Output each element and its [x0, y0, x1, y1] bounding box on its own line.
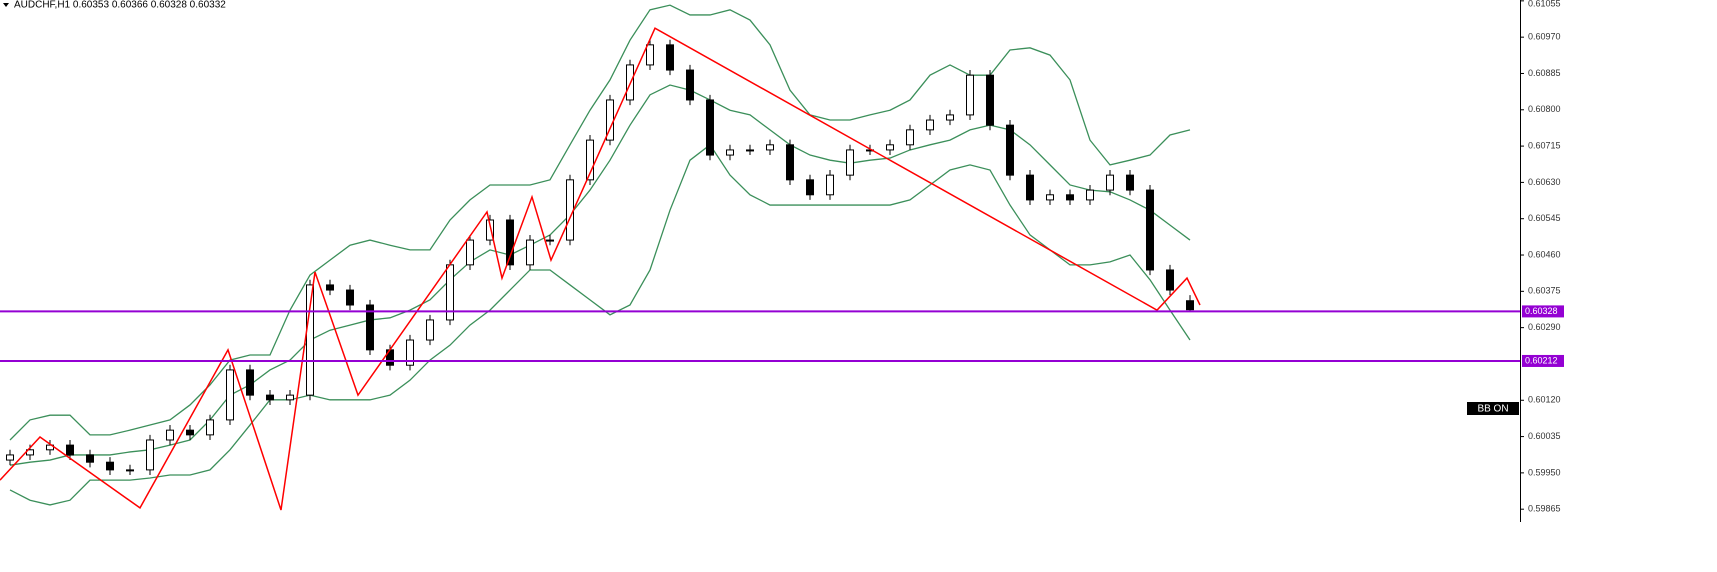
candle-body [546, 239, 554, 242]
candle-body [106, 461, 114, 471]
y-tick-label: 0.60460 [1528, 249, 1561, 259]
collapse-arrow[interactable] [3, 3, 9, 7]
candle-body [826, 174, 834, 196]
candle-body [586, 139, 594, 181]
candle-body [186, 429, 194, 436]
candle-body [1186, 300, 1194, 311]
candle-body [706, 99, 714, 156]
candle-body [966, 74, 974, 116]
y-tick-label: 0.60715 [1528, 140, 1561, 150]
y-tick-label: 0.60290 [1528, 322, 1561, 332]
candle-body [1166, 269, 1174, 291]
price-level-tag [1522, 354, 1564, 367]
y-tick-label: 0.60035 [1528, 431, 1561, 441]
candle-body [1146, 189, 1154, 271]
y-tick-label: 0.61055 [1528, 0, 1561, 8]
candle-body [126, 469, 134, 472]
candle-body [1066, 194, 1074, 201]
candle-body [326, 284, 334, 291]
y-tick-label: 0.60885 [1528, 68, 1561, 78]
candle-body [426, 319, 434, 341]
y-tick-label: 0.59950 [1528, 467, 1561, 477]
zigzag-line [0, 27, 1201, 511]
candle-body [766, 144, 774, 151]
candle-body [406, 339, 414, 366]
candle-body [886, 144, 894, 151]
candle-body [1006, 124, 1014, 176]
candle-body [1086, 189, 1094, 201]
y-tick-label: 0.60630 [1528, 177, 1561, 187]
y-tick-label: 0.60120 [1528, 395, 1561, 405]
candle-body [846, 149, 854, 176]
candle-body [946, 114, 954, 121]
candle-body [466, 239, 474, 266]
candle-body [686, 69, 694, 101]
candle-body [566, 179, 574, 241]
indicator-label: BB ON [1477, 404, 1508, 415]
y-tick-label: 0.60970 [1528, 32, 1561, 42]
candle-body [1026, 174, 1034, 201]
candle-body [246, 369, 254, 396]
candle-body [486, 219, 494, 241]
candle-body [346, 289, 354, 306]
candle-body [906, 129, 914, 146]
candle-body [646, 44, 654, 66]
price-level-label: 0.60212 [1525, 355, 1558, 365]
y-tick-label: 0.60800 [1528, 104, 1561, 114]
candle-body [286, 394, 294, 401]
candle-body [6, 454, 14, 461]
candle-body [1046, 194, 1054, 201]
candle-body [166, 429, 174, 441]
candle-body [506, 219, 514, 266]
price-level-tag [1522, 305, 1564, 318]
candle-body [66, 444, 74, 456]
candle-body [926, 119, 934, 131]
bollinger-band [9, 143, 1191, 506]
candle-body [986, 74, 994, 126]
candle-body [1106, 174, 1114, 191]
candle-body [806, 179, 814, 196]
candle-body [206, 419, 214, 436]
indicator-box [1467, 402, 1519, 415]
candle-body [226, 369, 234, 421]
chart-title: AUDCHF,H1 0.60353 0.60366 0.60328 0.6033… [14, 0, 226, 11]
candle-body [1126, 174, 1134, 191]
candle-body [746, 149, 754, 152]
y-tick-label: 0.60545 [1528, 213, 1561, 223]
candle-body [726, 149, 734, 156]
y-tick-label: 0.59865 [1528, 504, 1561, 514]
candle-body [366, 304, 374, 351]
candle-body [146, 439, 154, 471]
candle-body [306, 284, 314, 396]
candle-body [786, 144, 794, 181]
candle-body [266, 394, 274, 401]
candle-body [86, 454, 94, 463]
candle-body [526, 239, 534, 266]
candle-body [666, 44, 674, 71]
price-level-label: 0.60328 [1525, 306, 1558, 316]
y-tick-label: 0.60375 [1528, 286, 1561, 296]
